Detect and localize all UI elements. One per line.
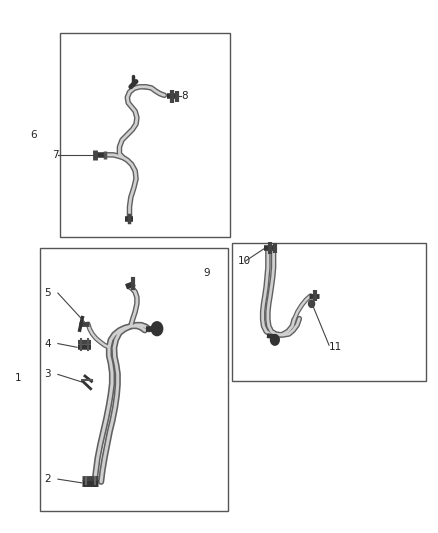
Text: 1: 1 bbox=[15, 373, 21, 383]
Text: 11: 11 bbox=[329, 342, 342, 352]
Text: 10: 10 bbox=[238, 256, 251, 266]
Text: 6: 6 bbox=[30, 130, 37, 140]
Circle shape bbox=[151, 322, 162, 336]
Bar bbox=[60, 33, 230, 237]
Bar bbox=[40, 248, 228, 511]
Text: 5: 5 bbox=[44, 288, 51, 298]
Text: 2: 2 bbox=[44, 474, 51, 484]
Text: 4: 4 bbox=[44, 338, 51, 349]
Circle shape bbox=[271, 335, 279, 345]
Text: 7: 7 bbox=[52, 150, 59, 160]
Text: 8: 8 bbox=[181, 91, 188, 101]
Text: 9: 9 bbox=[204, 268, 210, 278]
Text: 3: 3 bbox=[44, 369, 51, 379]
Bar bbox=[232, 243, 426, 381]
Circle shape bbox=[308, 300, 314, 308]
